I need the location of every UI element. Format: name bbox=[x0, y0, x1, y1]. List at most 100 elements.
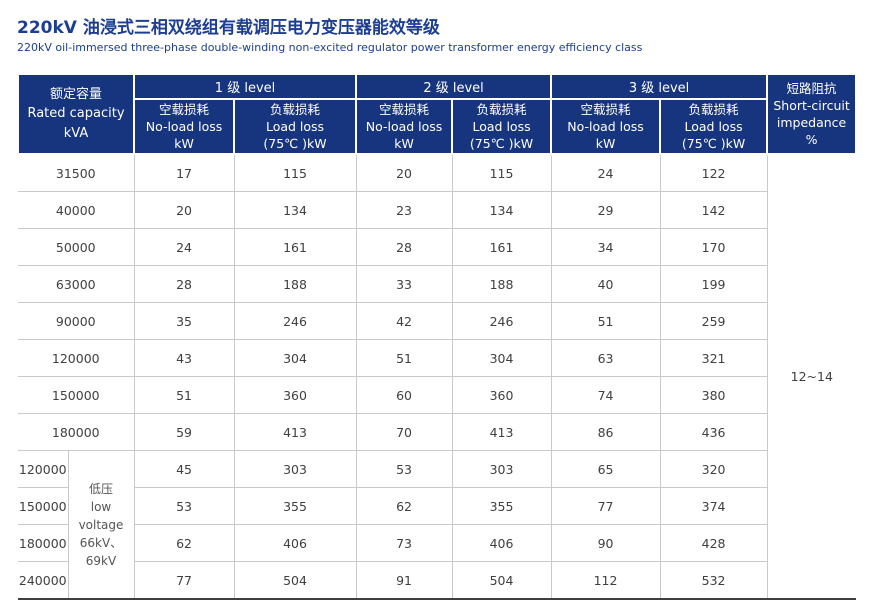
level-1-noload-header: 空载损耗 No-load loss kW bbox=[133, 98, 236, 155]
table-row: 120000 低压 low voltage 66kV、 69kV 45 303 53 303 65 3… bbox=[18, 450, 856, 600]
cell-value: 42 bbox=[355, 302, 453, 340]
low-voltage-note-line: 69kV bbox=[85, 553, 117, 568]
cell-capacity: 90000 bbox=[18, 302, 135, 340]
cell-value: 53 bbox=[133, 487, 235, 525]
cell-value: 360 bbox=[233, 376, 357, 414]
noload-unit: kW bbox=[394, 136, 414, 152]
cell-value: 43 bbox=[133, 339, 235, 377]
low-voltage-note: 低压 low voltage 66kV、 69kV bbox=[67, 450, 135, 600]
cell-value: 355 bbox=[233, 487, 357, 525]
noload-unit: kW bbox=[595, 136, 616, 152]
cell-value: 246 bbox=[451, 302, 552, 340]
load-en: Load loss bbox=[472, 118, 531, 134]
cell-value: 134 bbox=[451, 191, 552, 229]
cell-value: 112 bbox=[550, 561, 661, 600]
load-en: Load loss bbox=[684, 118, 743, 134]
load-unit: (75℃ )kW bbox=[263, 136, 327, 152]
impedance-header-unit: % bbox=[805, 132, 818, 148]
impedance-header-zh: 短路阻抗 bbox=[786, 80, 837, 96]
table-row: 150000 53 355 62 355 77 374 bbox=[18, 487, 856, 525]
table-header: 额定容量 Rated capacity kVA 1 级 level 2 级 le… bbox=[16, 73, 858, 155]
table-row: 240000 77 504 91 504 112 532 bbox=[18, 561, 856, 600]
noload-zh: 空载损耗 bbox=[379, 101, 430, 117]
efficiency-table-grid: 额定容量 Rated capacity kVA 1 级 level 2 级 le… bbox=[16, 73, 858, 600]
cell-value: 320 bbox=[659, 450, 768, 488]
cell-value: 122 bbox=[659, 153, 768, 192]
cell-value: 90 bbox=[550, 524, 661, 562]
table-body: 31500 17 115 20 115 24 122 12~14 40000 20 134 23 134… bbox=[18, 153, 857, 600]
noload-en: No-load loss bbox=[567, 118, 644, 134]
cell-value: 62 bbox=[355, 487, 453, 525]
cell-value: 436 bbox=[659, 413, 768, 451]
load-zh: 负载损耗 bbox=[476, 101, 527, 117]
cell-value: 170 bbox=[659, 228, 768, 266]
load-zh: 负载损耗 bbox=[270, 101, 321, 117]
cell-value: 23 bbox=[355, 191, 453, 229]
cell-capacity: 150000 bbox=[18, 376, 135, 414]
capacity-header-unit: kVA bbox=[63, 125, 89, 141]
table-row: 63000 28 188 33 188 40 199 bbox=[18, 265, 856, 303]
table-row: 180000 62 406 73 406 90 428 bbox=[18, 524, 856, 562]
cell-value: 504 bbox=[451, 561, 552, 600]
cell-value: 199 bbox=[659, 265, 768, 303]
table-row: 120000 43 304 51 304 63 321 bbox=[18, 339, 856, 377]
capacity-header-en: Rated capacity bbox=[27, 106, 125, 122]
cell-value: 24 bbox=[133, 228, 235, 266]
page-subtitle: 220kV oil-immersed three-phase double-wi… bbox=[17, 41, 643, 54]
noload-en: No-load loss bbox=[145, 118, 223, 134]
cell-impedance: 12~14 bbox=[766, 154, 857, 600]
cell-value: 374 bbox=[659, 487, 768, 525]
cell-value: 413 bbox=[451, 413, 552, 451]
cell-value: 86 bbox=[550, 413, 661, 451]
level-1-load-header: 负载损耗 Load loss (75℃ )kW bbox=[233, 98, 358, 155]
capacity-header-zh: 额定容量 bbox=[50, 86, 103, 102]
cell-value: 321 bbox=[659, 339, 768, 377]
level-3-load-header: 负载损耗 Load loss (75℃ )kW bbox=[659, 98, 769, 155]
cell-value: 74 bbox=[550, 376, 661, 414]
cell-value: 304 bbox=[233, 339, 357, 377]
cell-value: 134 bbox=[233, 191, 357, 229]
table-row: 180000 59 413 70 413 86 436 bbox=[18, 413, 856, 451]
cell-value: 59 bbox=[133, 413, 235, 451]
level-1-header: 1 级 level bbox=[133, 73, 358, 100]
cell-value: 17 bbox=[133, 153, 235, 192]
cell-value: 380 bbox=[659, 376, 768, 414]
cell-value: 51 bbox=[550, 302, 661, 340]
low-voltage-note-line: 66kV、 bbox=[79, 535, 123, 550]
cell-value: 28 bbox=[133, 265, 235, 303]
table-row: 150000 51 360 60 360 74 380 bbox=[18, 376, 856, 414]
noload-zh: 空载损耗 bbox=[580, 101, 631, 117]
cell-value: 24 bbox=[550, 153, 661, 192]
cell-value: 115 bbox=[451, 153, 552, 192]
page-title: 220kV 油浸式三相双绕组有载调压电力变压器能效等级 bbox=[17, 18, 440, 38]
cell-value: 115 bbox=[233, 153, 357, 192]
cell-capacity: 63000 bbox=[18, 265, 135, 303]
low-voltage-note-line: voltage bbox=[78, 517, 124, 532]
cell-value: 45 bbox=[133, 450, 235, 488]
cell-value: 29 bbox=[550, 191, 661, 229]
cell-value: 20 bbox=[355, 153, 453, 192]
cell-value: 34 bbox=[550, 228, 661, 266]
level-2-header: 2 级 level bbox=[355, 73, 553, 100]
cell-value: 70 bbox=[355, 413, 453, 451]
cell-value: 73 bbox=[355, 524, 453, 562]
cell-capacity: 31500 bbox=[18, 153, 135, 192]
noload-zh: 空载损耗 bbox=[159, 101, 210, 117]
level-2-noload-header: 空载损耗 No-load loss kW bbox=[355, 98, 454, 155]
level-3-header: 3 级 level bbox=[550, 73, 769, 100]
cell-value: 259 bbox=[659, 302, 768, 340]
cell-value: 142 bbox=[659, 191, 768, 229]
noload-unit: kW bbox=[174, 136, 194, 152]
level-2-load-header: 负载损耗 Load loss (75℃ )kW bbox=[451, 98, 553, 155]
cell-value: 51 bbox=[355, 339, 453, 377]
cell-value: 161 bbox=[451, 228, 552, 266]
level-3-noload-header: 空载损耗 No-load loss kW bbox=[550, 98, 662, 155]
cell-value: 303 bbox=[233, 450, 357, 488]
cell-value: 406 bbox=[233, 524, 357, 562]
table-header-row-subs: 空载损耗 No-load loss kW 负载损耗 Load loss (75℃… bbox=[18, 98, 856, 155]
efficiency-table: 额定容量 Rated capacity kVA 1 级 level 2 级 le… bbox=[16, 73, 858, 600]
cell-value: 60 bbox=[355, 376, 453, 414]
cell-value: 413 bbox=[233, 413, 357, 451]
cell-value: 20 bbox=[133, 191, 235, 229]
impedance-header: 短路阻抗 Short-circuit impedance % bbox=[766, 73, 858, 155]
